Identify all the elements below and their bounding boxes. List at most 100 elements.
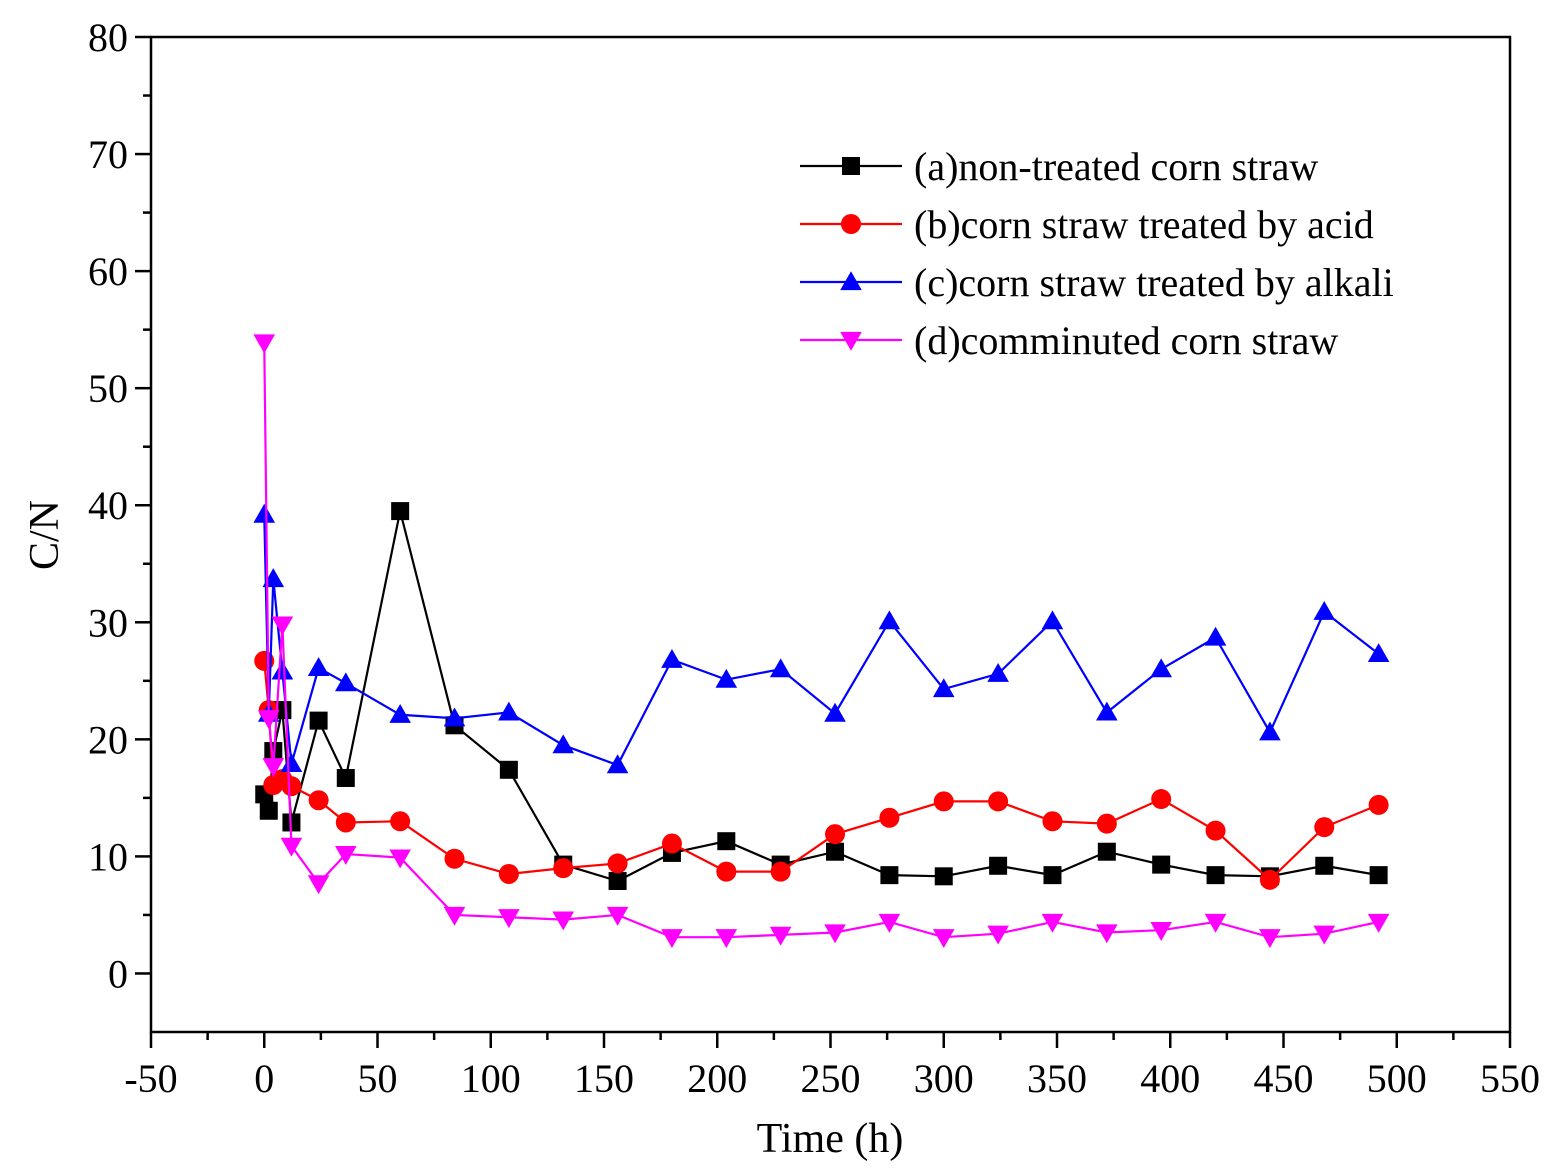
data-point [661, 929, 683, 948]
data-point [880, 866, 899, 885]
data-point [1096, 813, 1117, 834]
y-tick-label: 60 [88, 249, 128, 294]
data-point [1205, 820, 1226, 841]
data-point [824, 702, 846, 722]
data-point [879, 807, 900, 828]
data-point [661, 833, 682, 854]
data-point [932, 929, 955, 948]
legend-label: (c)corn straw treated by alkali [914, 260, 1394, 305]
data-point [987, 663, 1009, 682]
data-point [716, 861, 737, 882]
x-tick-label: 450 [1254, 1056, 1314, 1101]
data-point [606, 906, 629, 926]
y-tick-label: 80 [88, 15, 128, 60]
y-tick-label: 40 [88, 483, 128, 528]
legend-marker [841, 214, 861, 234]
series-line [263, 510, 1379, 883]
y-tick-label: 10 [88, 834, 128, 879]
data-point [389, 703, 411, 723]
data-point [259, 801, 278, 820]
legend-label: (b)corn straw treated by acid [914, 202, 1374, 247]
legend: (a)non-treated corn straw (b)corn straw t… [800, 144, 1394, 363]
y-tick-label: 20 [88, 717, 128, 762]
data-point [307, 875, 330, 895]
data-point [336, 768, 355, 787]
series-line [263, 342, 1379, 939]
data-point [988, 791, 1009, 812]
data-point [1150, 922, 1172, 941]
data-point [1097, 842, 1116, 861]
data-point [1259, 869, 1280, 890]
data-point [334, 845, 357, 865]
data-point [606, 754, 629, 774]
x-axis-title: Time (h) [757, 1116, 904, 1162]
x-tick-label: 400 [1140, 1056, 1200, 1101]
data-point [309, 711, 328, 730]
data-point [1041, 913, 1064, 933]
data-point [335, 812, 356, 833]
data-point [1151, 789, 1172, 810]
data-point [499, 760, 518, 779]
x-tick-label: 350 [1027, 1056, 1087, 1101]
data-point [443, 906, 466, 926]
y-tick-label: 0 [108, 951, 128, 996]
data-point [271, 660, 294, 680]
data-point [1204, 913, 1227, 933]
data-point [717, 832, 736, 851]
data-point [307, 657, 330, 677]
data-point [987, 925, 1009, 945]
data-point [552, 911, 575, 931]
x-tick-label: 500 [1367, 1056, 1427, 1101]
data-point [334, 672, 357, 692]
data-point [878, 913, 901, 933]
data-point [1043, 866, 1062, 885]
data-point [607, 853, 628, 874]
data-point [444, 848, 465, 869]
data-point [498, 863, 519, 884]
data-point [1042, 811, 1063, 832]
data-point [391, 502, 410, 521]
data-point [1367, 913, 1390, 933]
data-point [878, 610, 901, 630]
legend-item: (c)corn straw treated by alkali [800, 260, 1394, 305]
data-point [1041, 610, 1064, 630]
data-point [1259, 721, 1281, 741]
legend-marker [840, 271, 862, 291]
data-point [1152, 855, 1171, 874]
x-tick-label: 50 [358, 1056, 398, 1101]
data-point [608, 871, 627, 890]
data-point [1314, 817, 1335, 838]
x-tick-label: 200 [687, 1056, 747, 1101]
data-point [253, 503, 276, 523]
data-point [769, 926, 792, 946]
data-point [769, 658, 792, 678]
series-3 [253, 503, 1390, 774]
data-point [825, 824, 846, 845]
x-tick-label: 0 [254, 1056, 274, 1101]
data-point [1096, 701, 1118, 721]
data-point [1368, 794, 1389, 815]
data-point [1313, 925, 1336, 945]
data-point [1206, 866, 1225, 885]
data-point [389, 849, 411, 869]
legend-marker [840, 331, 862, 351]
data-point [280, 753, 303, 773]
y-tick-label: 30 [88, 600, 128, 645]
x-tick-label: 300 [914, 1056, 974, 1101]
data-point [281, 776, 302, 797]
legend-item: (d)comminuted corn straw [800, 318, 1338, 363]
data-point [1367, 643, 1390, 662]
data-point [443, 707, 466, 727]
data-point [262, 758, 285, 778]
y-tick-label: 50 [88, 366, 128, 411]
data-point [280, 837, 303, 857]
data-point [1369, 866, 1388, 885]
x-tick-label: 550 [1480, 1056, 1540, 1101]
data-point [826, 842, 845, 861]
data-point [1096, 924, 1118, 944]
data-point [715, 668, 738, 688]
series-layer [253, 334, 1390, 948]
data-point [390, 811, 411, 832]
data-point [257, 710, 280, 730]
